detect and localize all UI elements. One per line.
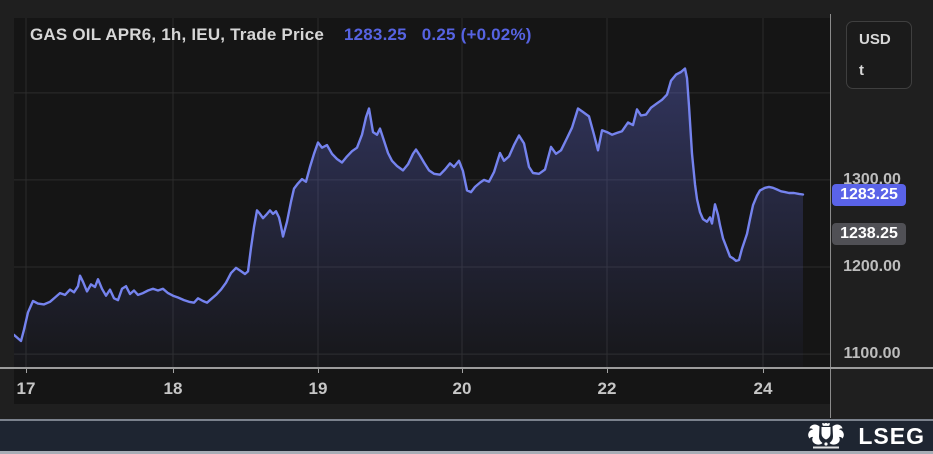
x-axis-tick [26, 369, 27, 373]
y-axis-label: 1200.00 [843, 258, 901, 275]
series-area-fill [14, 68, 803, 368]
chart-legend: GAS OIL APR6, 1h, IEU, Trade Price 1283.… [30, 25, 532, 45]
footer-bar: LSEG [0, 419, 933, 454]
pct-change-value: (+0.02%) [460, 25, 532, 44]
last-price-value: 1283.25 [343, 25, 407, 44]
net-change-value: 0.25 [421, 25, 456, 44]
y-axis-label: 1100.00 [843, 345, 901, 362]
price-axis[interactable]: 1300.00 1283.25 1238.25 1200.00 1100.00 [831, 0, 933, 421]
time-axis[interactable]: 17 18 19 20 22 24 [14, 369, 830, 404]
x-axis-label: 17 [16, 379, 36, 398]
prev-settle-badge: 1238.25 [832, 223, 906, 245]
currency-label: USD [859, 31, 891, 48]
x-axis-label: 24 [753, 379, 773, 398]
unit-selector[interactable]: USD t [846, 21, 912, 89]
x-axis-tick [607, 369, 608, 373]
x-axis-label: 19 [308, 379, 328, 398]
x-axis-tick [763, 369, 764, 373]
x-axis-label: 18 [163, 379, 183, 398]
instrument-title: GAS OIL APR6, 1h, IEU, Trade Price [30, 25, 325, 44]
x-axis-tick [318, 369, 319, 373]
lseg-logo-text: LSEG [858, 422, 925, 449]
plot-area[interactable] [14, 18, 830, 368]
x-axis-label: 22 [597, 379, 617, 398]
x-axis-tick [462, 369, 463, 373]
x-axis-label: 20 [452, 379, 472, 398]
price-series-chart [14, 18, 830, 368]
last-price-badge: 1283.25 [832, 184, 906, 206]
lseg-crest-icon [808, 422, 845, 448]
y-axis-label: 1300.00 [843, 171, 901, 188]
unit-label: t [859, 62, 864, 79]
time-axis-line [0, 367, 933, 369]
x-axis-tick [173, 369, 174, 373]
series-line [14, 67, 805, 343]
price-axis-line [830, 14, 831, 418]
